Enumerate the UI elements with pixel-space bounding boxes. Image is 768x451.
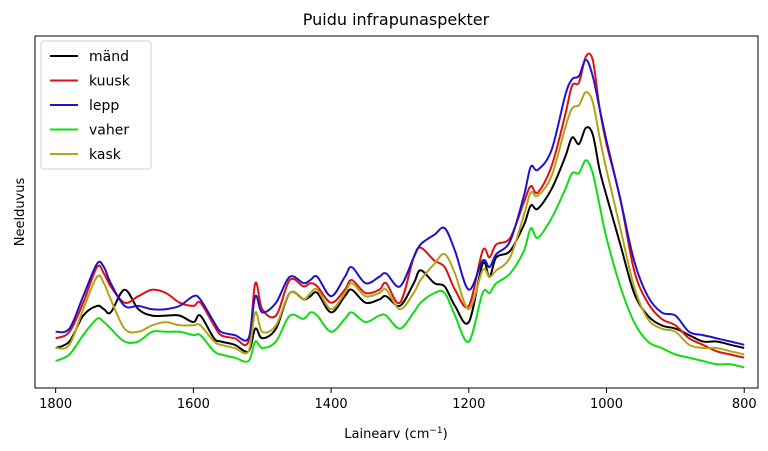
series-line-4: [55, 91, 745, 356]
x-tick-label-4: 1000: [590, 397, 623, 412]
x-tick-label-0: 1800: [39, 397, 72, 412]
legend-label-0: mänd: [89, 49, 129, 65]
x-axis-label: Lainearv (cm−1): [344, 426, 447, 442]
x-axis-label-main: Lainearv (cm: [344, 427, 429, 442]
chart-title: Puidu infrapunaspekter: [303, 10, 490, 29]
series-layer: [55, 52, 745, 369]
x-tick-label-1: 1600: [177, 397, 210, 412]
legend-label-2: lepp: [89, 98, 119, 114]
series-line-2: [55, 58, 745, 346]
x-tick-label-2: 1400: [315, 397, 348, 412]
x-axis-label-end: ): [443, 427, 448, 442]
x-tick-label-3: 1200: [452, 397, 485, 412]
series-line-3: [55, 159, 745, 369]
legend-box: [40, 40, 152, 170]
x-tick-label-5: 800: [732, 397, 757, 412]
y-axis-label: Neelduvus: [13, 178, 28, 247]
legend-label-3: vaher: [89, 123, 129, 139]
series-line-0: [55, 126, 745, 353]
legend-label-1: kuusk: [89, 74, 131, 90]
legend-label-4: kask: [89, 147, 122, 163]
x-axis-label-superscript: −1: [429, 426, 442, 436]
legend: mänd kuusk lepp vaher kask: [40, 40, 152, 170]
x-axis: 1800 1600 1400 1200 1000 800: [39, 388, 757, 412]
